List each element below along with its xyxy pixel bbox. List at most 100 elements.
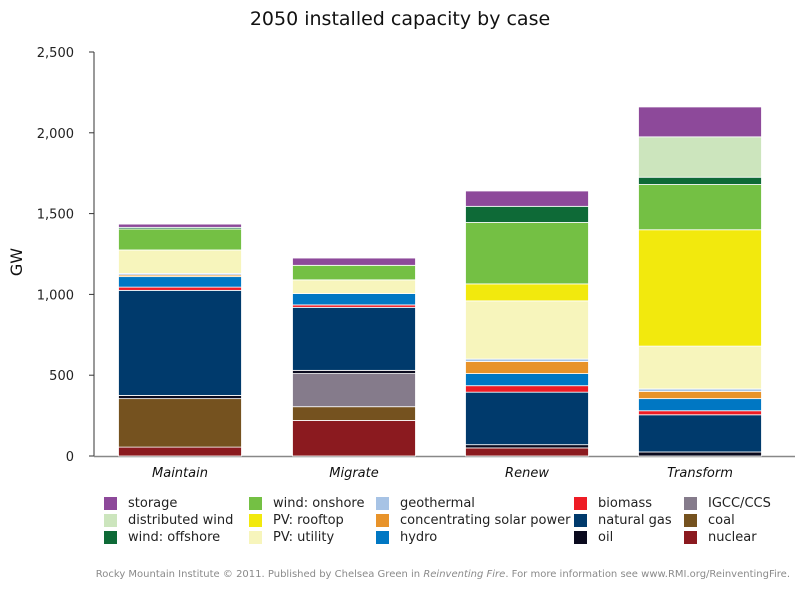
bar-segment-wind-onshore: [292, 264, 416, 281]
legend-swatch: [104, 514, 117, 527]
legend-column: biomass natural gas oil: [574, 495, 672, 546]
legend: storage distributed wind wind: offshore win…: [104, 495, 794, 551]
bar-segment-wind-offshore: [638, 176, 762, 185]
bar-segment-biomass: [118, 286, 242, 291]
bar-stack-transform: [638, 106, 762, 457]
bar-segment-wind-onshore: [118, 228, 242, 251]
legend-label: PV: rooftop: [273, 513, 344, 528]
y-tick-label: 1,000: [37, 288, 74, 303]
bar-segment-pv-utility: [292, 279, 416, 294]
legend-label: concentrating solar power: [400, 513, 571, 528]
legend-item: PV: utility: [249, 529, 364, 546]
legend-label: storage: [128, 496, 178, 511]
legend-item: distributed wind: [104, 512, 233, 529]
legend-item: hydro: [376, 529, 570, 546]
legend-label: nuclear: [708, 530, 757, 545]
bar-segment-pv-rooftop: [638, 229, 762, 347]
bar-segment-natural-gas: [638, 414, 762, 453]
legend-swatch: [684, 531, 697, 544]
bar-segment-oil: [292, 369, 416, 374]
legend-item: PV: rooftop: [249, 512, 364, 529]
bar-segment-concentrating-solar-power: [465, 361, 589, 374]
bar-segment-natural-gas: [118, 289, 242, 396]
bar-segment-concentrating-solar-power: [638, 390, 762, 400]
legend-swatch: [684, 497, 697, 510]
bar-segment-pv-utility: [638, 345, 762, 390]
legend-swatch: [684, 514, 697, 527]
legend-label: geothermal: [400, 496, 475, 511]
x-tick-label: Renew: [505, 466, 549, 481]
legend-column: storage distributed wind wind: offshore: [104, 495, 233, 546]
bar-segment-coal: [118, 398, 242, 448]
footer-credit: Rocky Mountain Institute © 2011. Publish…: [0, 569, 790, 580]
bar-segment-hydro: [465, 373, 589, 387]
legend-label: biomass: [598, 496, 652, 511]
y-tick-label: 2,000: [37, 127, 74, 142]
legend-swatch: [104, 497, 117, 510]
legend-item: wind: offshore: [104, 529, 233, 546]
bar-segment-biomass: [465, 385, 589, 393]
legend-item: wind: onshore: [249, 495, 364, 512]
legend-label: PV: utility: [273, 530, 335, 545]
footer-prefix: Rocky Mountain Institute © 2011. Publish…: [95, 569, 424, 580]
bar-segment-natural-gas: [292, 306, 416, 371]
legend-swatch: [376, 497, 389, 510]
bar-segment-hydro: [292, 293, 416, 306]
legend-label: natural gas: [598, 513, 672, 528]
footer-book-title: Reinventing Fire: [423, 569, 506, 580]
bar-segment-natural-gas: [465, 391, 589, 446]
legend-item: natural gas: [574, 512, 672, 529]
y-tick-label: 1,500: [37, 208, 74, 223]
x-tick-label: Maintain: [152, 466, 208, 481]
bar-segment-oil: [118, 394, 242, 400]
legend-swatch: [574, 514, 587, 527]
bar-segment-oil: [638, 451, 762, 457]
bar-segment-coal: [292, 406, 416, 421]
legend-swatch: [249, 531, 262, 544]
x-tick-label: Transform: [667, 466, 733, 481]
y-tick-label: 2,500: [37, 46, 74, 61]
legend-swatch: [376, 514, 389, 527]
legend-swatch: [376, 531, 389, 544]
bar-segment-storage: [638, 106, 762, 138]
legend-label: IGCC/CCS: [708, 496, 771, 511]
legend-swatch: [574, 531, 587, 544]
bar-segment-nuclear: [465, 447, 589, 457]
legend-item: IGCC/CCS: [684, 495, 771, 512]
legend-swatch: [104, 531, 117, 544]
legend-swatch: [249, 497, 262, 510]
axes: [89, 51, 795, 458]
legend-label: wind: onshore: [273, 496, 365, 511]
bar-segment-igcc-ccs: [292, 373, 416, 408]
bar-stack-migrate: [292, 257, 416, 457]
bar-stack-maintain: [118, 223, 242, 457]
legend-swatch: [574, 497, 587, 510]
bar-segment-hydro: [638, 398, 762, 412]
legend-item: nuclear: [684, 529, 771, 546]
bar-segment-nuclear: [292, 420, 416, 457]
bar-segment-distributed-wind: [638, 136, 762, 178]
footer-suffix: . For more information see www.RMI.org/R…: [505, 569, 790, 580]
legend-item: oil: [574, 529, 672, 546]
x-tick-label: Migrate: [329, 466, 379, 481]
bar-segment-biomass: [638, 410, 762, 416]
legend-label: wind: offshore: [128, 530, 221, 545]
bar-segment-hydro: [118, 276, 242, 288]
y-axis-label: GW: [7, 248, 26, 276]
legend-column: geothermal concentrating solar power hydro: [376, 495, 570, 546]
bar-segment-oil: [465, 444, 589, 449]
bar-segment-storage: [465, 190, 589, 207]
legend-item: storage: [104, 495, 233, 512]
legend-item: biomass: [574, 495, 672, 512]
bar-segment-wind-offshore: [465, 205, 589, 223]
legend-item: concentrating solar power: [376, 512, 570, 529]
bar-segment-pv-rooftop: [465, 283, 589, 302]
legend-swatch: [249, 514, 262, 527]
bar-segment-pv-utility: [118, 249, 242, 274]
bar-segment-wind-onshore: [638, 184, 762, 231]
legend-column: wind: onshore PV: rooftop PV: utility: [249, 495, 364, 546]
stacked-bar-chart: 0 500 1,000 1,500 2,000 2,500 Maintain Migrate R…: [7, 46, 795, 481]
bar-segment-pv-utility: [465, 300, 589, 360]
labels: 0 500 1,000 1,500 2,000 2,500 Maintain Migrate R…: [37, 46, 733, 481]
bar-segment-wind-onshore: [465, 222, 589, 285]
